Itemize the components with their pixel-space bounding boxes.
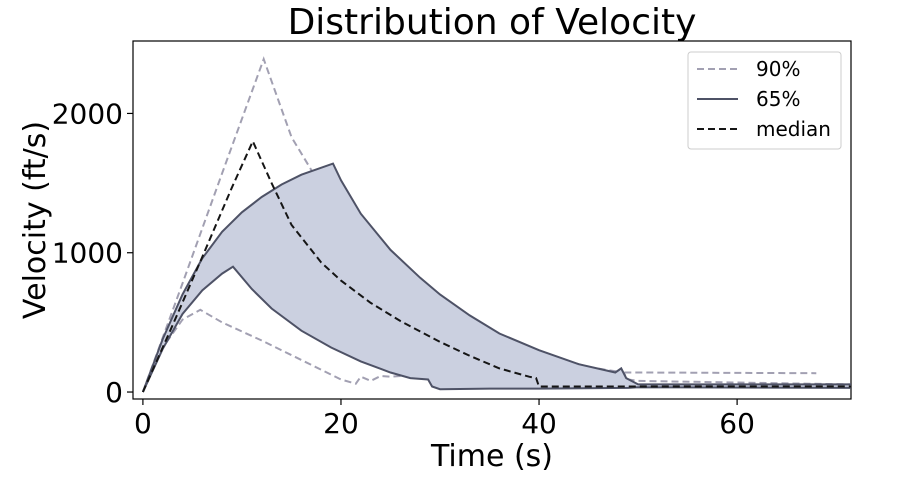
x-tick-label: 20 [323, 407, 359, 440]
x-axis-label: Time (s) [430, 439, 553, 474]
band-65-fill [142, 163, 851, 392]
legend-label: median [756, 117, 831, 141]
y-axis-label: Velocity (ft/s) [18, 121, 53, 319]
median-line [141, 138, 851, 393]
series-layer [141, 56, 851, 393]
p90-lower-line [141, 308, 817, 393]
band-65-lower-line [141, 265, 851, 393]
y-tick-label: 2000 [52, 97, 123, 130]
y-tick-label: 0 [105, 376, 123, 409]
plot-area [132, 40, 852, 400]
legend-label: 65% [756, 87, 800, 111]
legend-label: 90% [756, 57, 800, 81]
x-tick-label: 0 [134, 407, 152, 440]
axis-ticks: 0 20 40 60 0 1000 2000 [52, 97, 755, 440]
band-65-upper-line [141, 162, 851, 393]
legend-box [687, 51, 842, 150]
chart-title: Distribution of Velocity [288, 2, 697, 43]
legend: 90% 65% median [687, 51, 842, 150]
y-tick-label: 1000 [52, 237, 123, 270]
x-tick-label: 40 [521, 407, 557, 440]
x-tick-label: 60 [719, 407, 755, 440]
